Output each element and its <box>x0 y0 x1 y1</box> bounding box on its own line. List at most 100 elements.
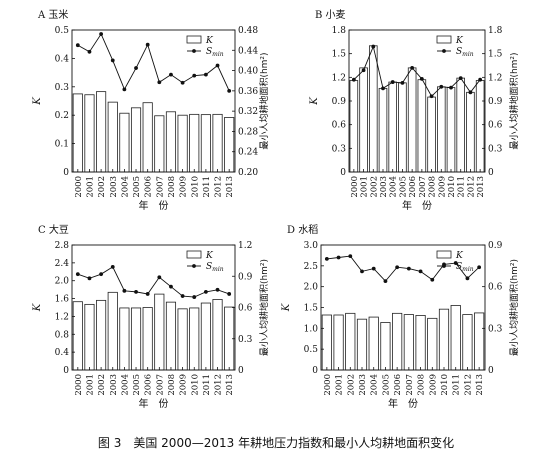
y-tick-label: 2.8 <box>55 241 70 251</box>
x-tick-label: 2005 <box>398 176 408 198</box>
x-tick-label: 2000 <box>323 374 333 396</box>
point-smin-2009 <box>180 80 185 85</box>
x-tick-label: 2007 <box>405 374 415 396</box>
x-tick-label: 2002 <box>346 374 356 396</box>
y2-tick-label: 0.40 <box>238 67 258 77</box>
y2-tick-label: 0 <box>238 366 244 376</box>
figure-caption: 图 3 美国 2000—2013 年耕地压力指数和最小人均耕地面积变化 <box>97 436 455 450</box>
x-tick-label: 2007 <box>418 176 428 198</box>
x-tick-label: 2011 <box>202 176 212 198</box>
y-axis-title: K <box>281 303 292 312</box>
legend-k-swatch <box>436 35 452 44</box>
y2-tick-label: 1.2 <box>238 241 252 251</box>
y-tick-label: 1.5 <box>304 304 319 314</box>
legend-k-swatch <box>186 250 202 259</box>
x-tick-label: 2012 <box>466 176 476 198</box>
legend-smin-label: Smin <box>456 262 474 273</box>
chart-panel-2: B 小麦 0 0.3 0.6 0.9 1.2 1.5 1.8 0 0.3 0.6 0.9 1.2 1.5 1… <box>309 9 520 212</box>
bar-k-2002 <box>96 299 107 371</box>
point-smin-2011 <box>453 261 458 265</box>
y-tick-label: 3.0 <box>304 241 319 251</box>
legend-k-swatch <box>186 35 202 44</box>
point-smin-2004 <box>390 80 395 84</box>
x-tick-label: 2001 <box>85 374 95 396</box>
legend-smin-label: Smin <box>456 47 474 58</box>
y-tick-label: 0.8 <box>55 330 70 340</box>
bar-k-2013 <box>475 80 485 173</box>
bar-k-2006 <box>142 307 153 371</box>
bar-k-2004 <box>119 112 130 173</box>
legend-k-swatch <box>436 250 452 259</box>
y-tick-label: 0.2 <box>55 111 69 121</box>
point-smin-2010 <box>192 295 197 299</box>
bar-k-2006 <box>407 67 417 173</box>
y2-tick-label: 0 <box>488 168 494 178</box>
point-smin-2013 <box>478 77 483 82</box>
x-tick-label: 2003 <box>109 176 119 198</box>
x-tick-label: 2008 <box>167 374 177 396</box>
bar-k-2002 <box>96 91 107 173</box>
point-smin-2005 <box>400 80 405 85</box>
point-smin-2013 <box>227 88 232 93</box>
x-tick-label: 2000 <box>350 176 360 198</box>
point-smin-2001 <box>87 49 92 54</box>
point-smin-2002 <box>371 44 376 49</box>
bar-k-2001 <box>84 94 95 173</box>
point-smin-2010 <box>192 73 197 78</box>
point-smin-2009 <box>180 294 185 298</box>
bar-k-2007 <box>154 115 165 173</box>
bar-k-2010 <box>446 87 456 173</box>
x-tick-label: 2008 <box>167 176 177 198</box>
y2-tick-label: 1.5 <box>488 50 503 60</box>
y-tick-label: 0 <box>312 366 318 376</box>
bar-k-2005 <box>130 107 142 173</box>
bar-k-2000 <box>72 301 83 371</box>
point-smin-2002 <box>99 32 104 36</box>
x-tick-label: 2005 <box>132 374 142 396</box>
x-axis-title: 年 份 <box>139 199 169 212</box>
bar-k-2008 <box>165 301 177 371</box>
x-tick-label: 2009 <box>179 374 189 396</box>
legend-k-label: K <box>205 251 214 261</box>
bar-k-2002 <box>368 45 378 173</box>
y2-tick-label: 0.9 <box>238 272 253 282</box>
bar-k-2003 <box>107 291 118 371</box>
chart-panel-1: A 玉米 0 0.1 0.2 0.3 0.4 0.5 0.20 0.24 0.28 0.32 0.36… <box>32 8 270 212</box>
bar-k-2011 <box>456 77 465 173</box>
point-smin-2004 <box>122 288 127 293</box>
x-tick-label: 2009 <box>437 176 447 198</box>
x-tick-label: 2006 <box>144 374 154 396</box>
x-tick-label: 2013 <box>225 176 235 198</box>
point-smin-2013 <box>477 265 482 270</box>
bar-k-2005 <box>130 307 142 371</box>
y2-axis-title: 最小人均耕地面积(hm²) <box>508 52 520 149</box>
x-tick-label: 2002 <box>369 176 379 198</box>
point-smin-2003 <box>360 269 364 274</box>
x-tick-label: 2000 <box>74 176 84 198</box>
bar-k-2003 <box>378 87 388 173</box>
y-axis-title: K <box>32 97 43 106</box>
point-smin-2007 <box>406 266 411 271</box>
point-smin-2012 <box>465 276 470 281</box>
x-tick-label: 2012 <box>463 374 473 396</box>
x-axis-title: 年 份 <box>402 199 432 212</box>
bar-k-2006 <box>142 102 153 173</box>
point-smin-2008 <box>169 284 173 289</box>
y2-tick-label: 0.32 <box>238 107 258 117</box>
panel-label: A 玉米 <box>37 8 68 21</box>
x-tick-label: 2002 <box>97 176 107 198</box>
y2-axis-title: 最小人均耕地面积(hm²) <box>258 52 270 149</box>
y2-tick-label: 1.2 <box>488 73 502 83</box>
x-tick-label: 2006 <box>393 374 403 396</box>
x-tick-label: 2006 <box>144 176 154 198</box>
y2-tick-label: 0.36 <box>238 87 258 97</box>
legend-smin-marker <box>442 49 446 53</box>
y-tick-label: 0.4 <box>55 54 70 64</box>
y-tick-label: 1.0 <box>304 324 319 334</box>
y2-tick-label: 0 <box>488 366 494 376</box>
y2-tick-label: 0.44 <box>238 46 258 56</box>
y-tick-label: 1.2 <box>55 312 69 322</box>
legend-smin-marker <box>442 264 446 268</box>
